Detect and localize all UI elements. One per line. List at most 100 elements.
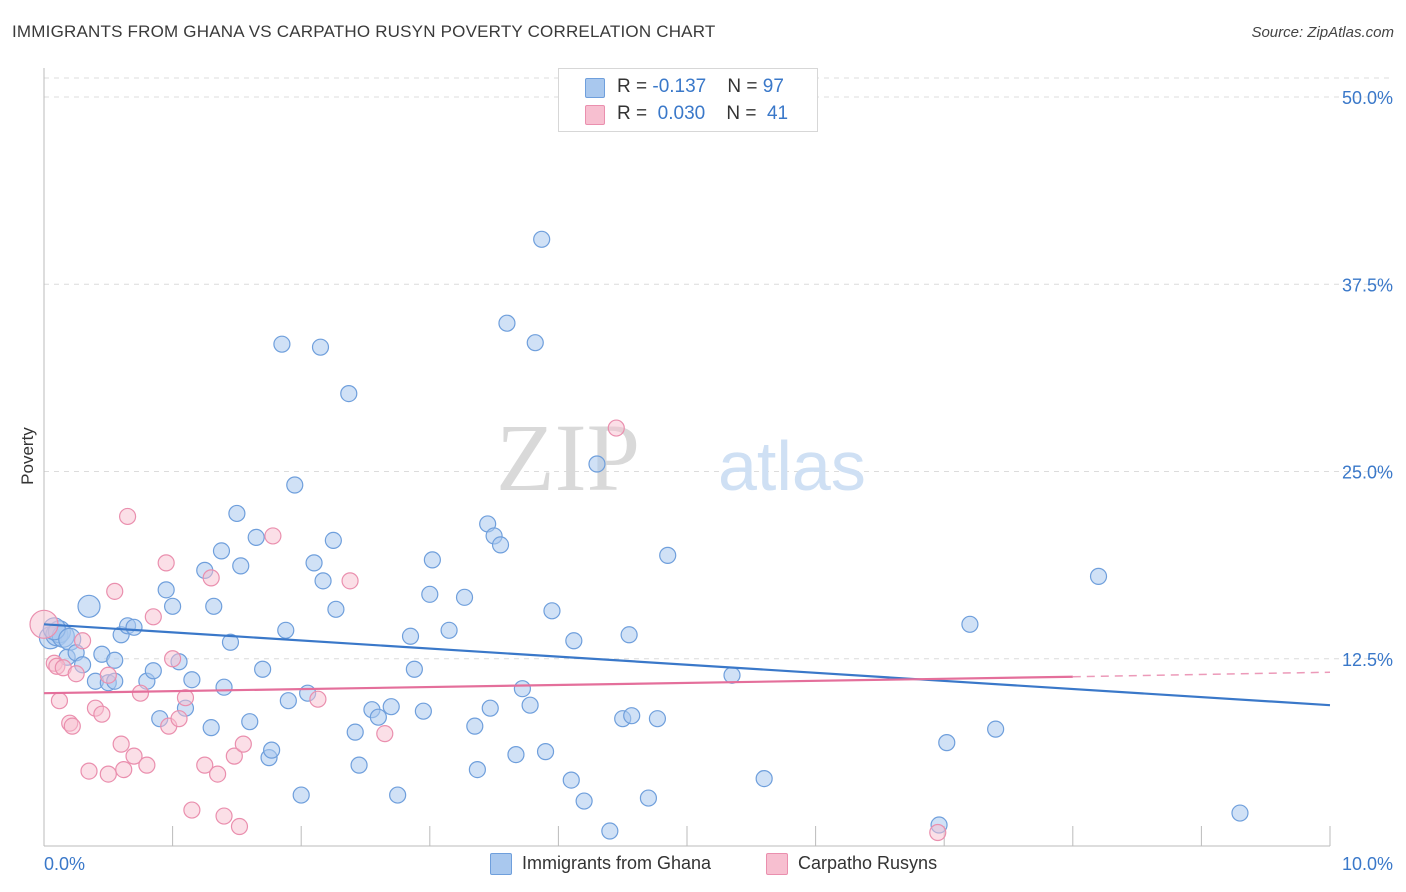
ghana-point bbox=[125, 618, 143, 636]
ghana-point bbox=[938, 734, 956, 752]
ghana-point bbox=[723, 666, 741, 684]
carpatho-point bbox=[234, 735, 252, 753]
carpatho-trend-extension bbox=[1072, 671, 1331, 678]
ghana-point bbox=[526, 334, 544, 352]
y-tick-label: 12.5% bbox=[1342, 650, 1393, 670]
ghana-point bbox=[455, 588, 474, 606]
chart-title: IMMIGRANTS FROM GHANA VS CARPATHO RUSYN … bbox=[12, 22, 716, 41]
ghana-point bbox=[292, 786, 310, 804]
n-value: 41 bbox=[766, 103, 789, 124]
carpatho-point bbox=[112, 735, 130, 753]
carpatho-point bbox=[202, 569, 220, 587]
ghana-point bbox=[144, 662, 162, 680]
carpatho-swatch bbox=[585, 105, 605, 125]
axes bbox=[43, 68, 1331, 847]
carpatho-trend-line bbox=[43, 675, 1073, 695]
carpatho-point bbox=[209, 765, 227, 783]
ghana-point bbox=[215, 678, 233, 696]
ghana-point bbox=[987, 720, 1005, 738]
carpatho-point bbox=[115, 761, 133, 779]
carpatho-point bbox=[99, 765, 117, 783]
ghana-point bbox=[440, 621, 458, 639]
n-label: N = bbox=[727, 76, 763, 97]
ghana-point bbox=[183, 671, 201, 689]
ghana-point bbox=[536, 743, 555, 761]
legend-label: Immigrants from Ghana bbox=[522, 853, 712, 873]
ghana-point bbox=[620, 626, 638, 644]
ghana-point bbox=[498, 314, 516, 332]
ghana-point bbox=[286, 476, 304, 494]
ghana-point bbox=[659, 546, 677, 564]
ghana-point bbox=[1089, 567, 1108, 585]
carpatho-point bbox=[118, 507, 137, 526]
ghana-point bbox=[247, 528, 265, 547]
ghana-swatch bbox=[585, 78, 605, 98]
carpatho-point bbox=[607, 419, 625, 437]
ghana-point bbox=[327, 600, 345, 618]
ghana-point bbox=[314, 572, 332, 590]
ghana-point bbox=[421, 585, 439, 603]
ghana-point bbox=[533, 230, 551, 248]
ghana-point bbox=[311, 338, 330, 356]
ghana-point bbox=[507, 746, 525, 764]
ghana-point bbox=[521, 696, 539, 714]
ghana-point bbox=[77, 594, 101, 618]
carpatho-point bbox=[215, 807, 233, 825]
ghana-point bbox=[481, 699, 499, 717]
trend-lines bbox=[43, 623, 1331, 707]
carpatho-point bbox=[309, 690, 327, 708]
carpatho-point bbox=[144, 608, 162, 626]
ghana-point bbox=[324, 531, 342, 550]
ghana-point bbox=[164, 597, 182, 615]
ghana-point bbox=[273, 335, 291, 353]
ghana-point bbox=[305, 554, 323, 572]
ghana-point bbox=[369, 708, 387, 726]
series-carpatho-points bbox=[29, 419, 947, 842]
carpatho-point bbox=[264, 527, 282, 545]
carpatho-point bbox=[341, 572, 359, 590]
carpatho-point bbox=[80, 762, 98, 780]
ghana-point bbox=[254, 660, 272, 678]
ghana-point bbox=[346, 723, 364, 741]
ghana-point bbox=[205, 597, 223, 615]
ghana-point bbox=[221, 633, 240, 651]
y-axis-label: Poverty bbox=[18, 427, 37, 485]
ghana-legend-swatch bbox=[490, 853, 512, 875]
r-label: R = bbox=[617, 76, 653, 97]
ghana-point bbox=[588, 455, 606, 473]
carpatho-point bbox=[170, 710, 188, 728]
legend-label: Carpatho Rusyns bbox=[798, 853, 938, 873]
carpatho-point bbox=[157, 554, 175, 572]
y-tick-label: 25.0% bbox=[1342, 463, 1393, 483]
watermark: ZIP atlas bbox=[496, 404, 866, 511]
x-tick-labels: 0.0% 10.0% bbox=[44, 854, 1393, 874]
ghana-point bbox=[228, 504, 246, 523]
legend-item-carpatho: Carpatho Rusyns bbox=[766, 852, 986, 876]
carpatho-point bbox=[164, 650, 182, 668]
ghana-point bbox=[648, 710, 667, 728]
ghana-point bbox=[157, 581, 175, 599]
carpatho-point bbox=[929, 823, 947, 842]
carpatho-point bbox=[225, 747, 243, 765]
carpatho-point bbox=[125, 747, 143, 765]
ghana-point bbox=[106, 651, 124, 669]
ghana-point bbox=[575, 792, 593, 810]
ghana-point bbox=[639, 789, 658, 807]
ghana-point bbox=[241, 713, 259, 731]
carpatho-point bbox=[376, 725, 394, 743]
watermark-atlas: atlas bbox=[718, 427, 866, 505]
ghana-trend-line bbox=[43, 623, 1331, 707]
ghana-point bbox=[212, 542, 231, 560]
n-label: N = bbox=[726, 103, 762, 124]
x-tick-label: 0.0% bbox=[44, 854, 85, 874]
series-ghana-points bbox=[38, 230, 1249, 840]
ghana-point bbox=[382, 698, 400, 716]
ghana-point bbox=[543, 602, 561, 620]
ghana-point bbox=[755, 769, 773, 788]
carpatho-point bbox=[93, 705, 111, 723]
r-value: -0.137 bbox=[652, 76, 707, 97]
carpatho-point bbox=[196, 756, 214, 774]
carpatho-point bbox=[106, 582, 124, 600]
ghana-point bbox=[1231, 804, 1249, 822]
ghana-point bbox=[340, 385, 358, 403]
